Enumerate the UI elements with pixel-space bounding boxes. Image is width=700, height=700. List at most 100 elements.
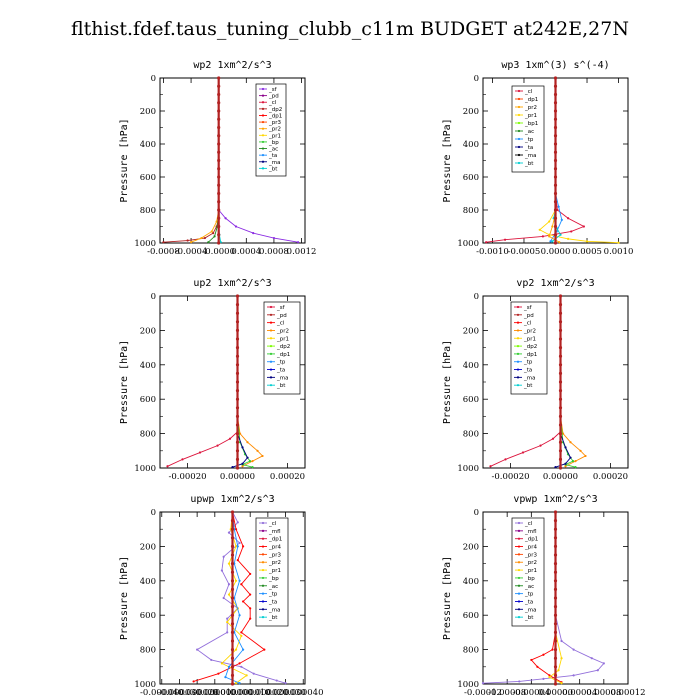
legend-label: _cl xyxy=(524,89,533,95)
data-point xyxy=(217,158,221,163)
y-tick-label: 1000 xyxy=(457,680,479,690)
data-point xyxy=(558,337,563,341)
y-tick-label: 800 xyxy=(140,646,156,656)
chart-title: up2 1xm^2/s^3 xyxy=(193,278,271,289)
data-point xyxy=(542,653,545,656)
series-line xyxy=(167,296,238,467)
legend-label: _pd xyxy=(523,313,534,319)
legend-marker xyxy=(516,384,520,387)
legend-marker xyxy=(261,537,265,540)
y-tick-label: 800 xyxy=(463,430,479,440)
legend-marker xyxy=(261,160,265,163)
legend-marker xyxy=(517,537,521,540)
legend-marker xyxy=(261,87,265,91)
x-tick-label: -0.00008 xyxy=(488,688,526,698)
legend-marker xyxy=(261,101,265,104)
data-point xyxy=(235,389,240,393)
y-axis-label: Pressure [hPa] xyxy=(119,118,130,202)
data-point xyxy=(235,380,240,384)
data-point xyxy=(241,446,244,449)
page-title: flthist.fdef.taus_tuning_clubb_c11m BUDG… xyxy=(71,18,629,40)
legend-marker xyxy=(516,360,520,363)
legend-label: _pr3 xyxy=(524,552,538,558)
data-point xyxy=(558,371,563,375)
legend-label: _tp xyxy=(523,360,533,366)
legend-marker xyxy=(517,553,521,556)
data-point xyxy=(220,569,223,572)
x-tick-label: -0.0005 xyxy=(508,247,541,257)
data-point xyxy=(238,682,241,685)
chart-title: wp3 1xm^(3) s^(-4) xyxy=(501,60,609,71)
data-point xyxy=(553,117,558,121)
data-point xyxy=(240,631,243,634)
legend-label: _ma xyxy=(524,607,536,613)
data-point xyxy=(553,167,558,171)
legend-marker xyxy=(269,376,273,379)
legend-label: _ta xyxy=(268,153,277,159)
data-point xyxy=(240,634,243,637)
data-point xyxy=(296,241,300,244)
legend-label: _pr2 xyxy=(524,560,537,566)
data-point xyxy=(553,527,558,531)
data-point xyxy=(564,465,567,468)
data-point xyxy=(530,658,533,662)
legend-label: _dp1 xyxy=(268,537,282,543)
data-point xyxy=(235,337,240,341)
data-point xyxy=(558,406,563,410)
data-point xyxy=(548,674,551,677)
y-tick-label: 400 xyxy=(140,361,156,371)
data-point xyxy=(246,441,249,444)
x-tick-label: 0.000040 xyxy=(283,688,324,698)
legend-marker xyxy=(261,134,265,137)
chart-panel-5: upwp 1xm^2/s^3 Pressure [hPa] 0 200 400 600 80… xyxy=(119,494,324,698)
legend-label: _pr4 xyxy=(268,545,282,551)
y-tick-label: 600 xyxy=(140,611,156,621)
legend-marker xyxy=(517,592,521,595)
y-tick-label: 1000 xyxy=(134,680,156,690)
data-point xyxy=(235,466,240,470)
data-point xyxy=(567,237,570,240)
data-point xyxy=(230,665,235,669)
legend-box xyxy=(263,301,301,395)
data-point xyxy=(284,682,287,685)
data-point xyxy=(245,674,248,677)
legend-label: _dp1 xyxy=(523,352,537,358)
data-point xyxy=(238,579,241,582)
data-point xyxy=(235,354,240,358)
data-point xyxy=(227,583,231,586)
legend: _cl _mfl _dp1 _pr4_pr3 _pr2 _pr1 _bp _ac _tp_ta _… xyxy=(255,517,289,627)
data-point xyxy=(536,665,539,668)
legend-label: _dp2 xyxy=(523,344,537,350)
data-point xyxy=(548,220,551,223)
series-line xyxy=(163,78,220,243)
data-point xyxy=(222,596,225,600)
data-point xyxy=(574,466,577,469)
data-point xyxy=(549,240,552,243)
data-point xyxy=(579,449,582,452)
data-point xyxy=(230,613,235,617)
data-point xyxy=(252,672,255,675)
x-tick-label: 0.00000 xyxy=(220,472,255,482)
legend-label: _bt xyxy=(276,383,286,389)
legend-label: _tp xyxy=(524,592,534,598)
data-point xyxy=(235,457,240,461)
y-tick-label: 200 xyxy=(140,107,156,117)
y-tick-label: 600 xyxy=(463,395,479,405)
data-point xyxy=(224,676,227,679)
data-point xyxy=(574,460,577,463)
legend-label: _bt xyxy=(524,161,534,167)
data-point xyxy=(230,622,235,626)
legend-marker xyxy=(517,121,521,125)
legend-marker xyxy=(261,127,265,130)
data-point xyxy=(553,109,558,113)
legend-label: _ma xyxy=(268,607,280,613)
data-point xyxy=(217,241,221,245)
legend-marker xyxy=(269,305,273,309)
legend-label: _pd xyxy=(276,313,287,319)
legend-box xyxy=(255,517,289,627)
y-tick-label: 200 xyxy=(463,326,479,336)
legend-marker xyxy=(516,329,520,332)
legend-marker xyxy=(269,321,273,324)
data-point xyxy=(235,414,240,418)
series-line xyxy=(237,296,264,467)
